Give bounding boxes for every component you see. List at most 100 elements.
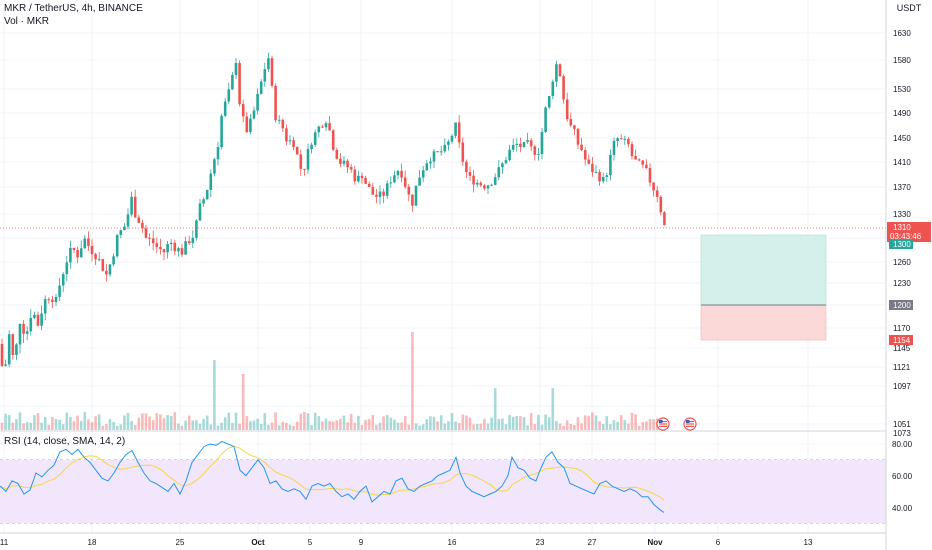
price-tick-label: 1051 <box>893 420 911 429</box>
volume-bar <box>529 413 533 430</box>
loss-zone[interactable] <box>700 304 827 341</box>
time-axis-label: 5 <box>308 538 313 547</box>
candle-body <box>339 158 342 164</box>
candle-body <box>324 123 328 128</box>
volume-bar <box>468 417 472 430</box>
volume-bar <box>393 419 396 430</box>
volume-bar <box>630 412 634 430</box>
volume-bar <box>443 423 447 430</box>
candle-body <box>274 85 277 121</box>
volume-bar <box>0 422 4 430</box>
price-tick-label: 1530 <box>893 85 911 94</box>
candle-body <box>285 128 288 142</box>
candle-body <box>112 256 115 265</box>
time-axis[interactable]: 11 18 25 Oct 5 9 16 23 27 Nov 6 13 <box>0 538 813 547</box>
candle-body <box>252 110 256 119</box>
volume-bar <box>141 413 144 430</box>
volume-bar <box>263 413 267 430</box>
volume-bar <box>202 418 205 430</box>
price-tick-label: 1450 <box>893 134 911 143</box>
candle-body <box>205 189 209 200</box>
candle-body <box>472 175 475 185</box>
candle-body <box>562 76 565 100</box>
volume-bar <box>43 416 47 430</box>
candle-body <box>641 160 645 165</box>
candle-body <box>180 248 184 255</box>
volume-bar <box>609 424 612 430</box>
volume-bar <box>324 418 328 430</box>
volume-bar <box>292 425 295 430</box>
current-price-label: 1310 03:43:46 <box>887 222 931 242</box>
price-tick-label: 1073 <box>893 429 911 438</box>
candle-body <box>173 242 177 252</box>
volume-bar <box>335 420 339 430</box>
volume-bar <box>461 414 465 430</box>
volume-bar <box>385 414 389 430</box>
volume-bar <box>580 423 583 430</box>
candle-body <box>634 156 637 160</box>
price-tick-label: 1145 <box>893 344 911 353</box>
candle-body <box>166 244 169 253</box>
symbol-title[interactable]: MKR / TetherUS, 4h, BINANCE <box>4 3 143 14</box>
us-flag-icon[interactable] <box>683 417 697 431</box>
stop-price-box <box>889 335 913 345</box>
price-tick-label: 1230 <box>893 279 911 288</box>
volume-bar <box>220 422 223 430</box>
candles[interactable] <box>0 52 666 368</box>
time-axis-label: 27 <box>588 538 597 547</box>
volume-bar <box>540 424 544 430</box>
time-axis-label: 11 <box>0 538 9 547</box>
candle-body <box>306 149 310 170</box>
candle-body <box>159 246 162 250</box>
candle-body <box>259 81 263 94</box>
currency-label[interactable]: USDT <box>896 3 922 13</box>
rsi-tick-label: 80.00 <box>892 440 913 449</box>
volume-bar <box>76 415 79 430</box>
rsi-legend[interactable]: RSI (14, close, SMA, 14, 2) <box>4 436 126 447</box>
volume-legend[interactable]: Vol · MKR <box>4 16 50 27</box>
volume-bar <box>569 423 573 430</box>
volume-bar <box>414 423 418 430</box>
volume-bar <box>472 424 475 430</box>
time-axis-label: 23 <box>536 538 545 547</box>
long-position-tool[interactable] <box>700 234 827 341</box>
volume-bar <box>623 420 627 430</box>
candle-body <box>569 119 573 126</box>
candle-body <box>36 314 40 326</box>
entry-price-label: 1200 <box>889 300 913 310</box>
volume-bar <box>195 420 198 430</box>
volume-bar <box>533 424 537 430</box>
volume-bar <box>256 418 259 430</box>
price-scale-bg[interactable] <box>886 0 932 550</box>
volume-bar <box>205 415 209 430</box>
candle-body <box>493 177 497 185</box>
volume-bar <box>627 423 630 430</box>
us-flag-icon[interactable] <box>656 417 670 431</box>
volume-bar <box>267 424 270 430</box>
candle-body <box>22 323 25 334</box>
candle-body <box>555 64 558 82</box>
candle-body <box>583 149 587 160</box>
volume-bar <box>475 423 479 430</box>
candle-body <box>389 182 393 184</box>
stop-price-text: 1154 <box>893 336 911 345</box>
volume-bar <box>457 423 461 430</box>
candle-body <box>565 99 569 120</box>
profit-zone[interactable] <box>700 234 827 306</box>
volume-bar <box>465 415 468 430</box>
volume-bar <box>83 412 87 430</box>
candle-body <box>465 161 468 173</box>
volume-bar <box>155 413 159 430</box>
candle-body <box>94 254 97 260</box>
target-price-label: 1300 <box>889 239 913 249</box>
volume-bar <box>537 414 540 430</box>
candle-body <box>191 237 195 244</box>
candle-body <box>76 250 79 258</box>
current-price-text: 1310 <box>893 223 911 232</box>
volume-bar <box>238 423 241 430</box>
volume-bar <box>418 425 421 430</box>
volume-bar <box>87 419 90 430</box>
candle-body <box>612 141 616 155</box>
